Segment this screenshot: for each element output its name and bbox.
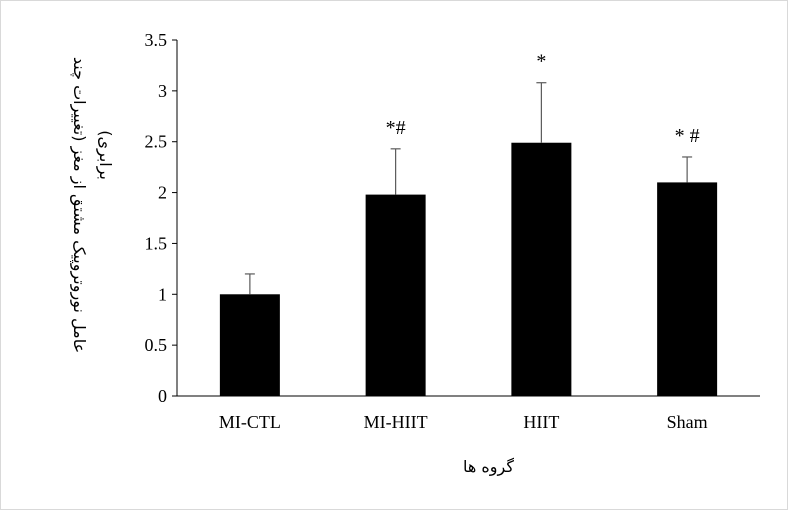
significance-marker: *# [386,117,406,139]
bar [657,182,718,396]
bar-annotations: *# * * # [386,51,700,147]
y-tick-label: 0 [158,386,167,406]
y-tick-label: 1 [158,284,167,304]
significance-marker: * # [675,125,700,147]
x-axis-title: گروه ها [463,457,514,477]
y-tick-label: 1.5 [145,233,168,253]
y-axis-ticks: 0 0.5 1 1.5 2 2.5 3 3.5 [145,30,177,406]
x-category-label: MI-HIIT [364,412,428,432]
bars [219,142,718,396]
bar [511,142,572,396]
bar [365,194,426,396]
x-category-label: MI-CTL [219,412,281,432]
y-tick-label: 3.5 [145,30,168,50]
y-axis-title: عامل نوروتروپیک مشتق از مغز (تغییرات چند… [69,57,115,353]
significance-marker: * [536,51,546,73]
bar [219,294,280,396]
y-tick-label: 3 [158,81,167,101]
y-tick-label: 2 [158,183,167,203]
x-axis-categories: MI-CTL MI-HIIT HIIT Sham [219,412,708,432]
x-category-label: HIIT [523,412,559,432]
x-category-label: Sham [667,412,708,432]
y-axis-title-line: عامل نوروتروپیک مشتق از مغز (تغییرات چند [69,57,89,353]
y-axis-title-line: برابری) [95,130,115,180]
y-tick-label: 2.5 [145,132,168,152]
error-bars [244,82,693,295]
y-tick-label: 0.5 [145,335,168,355]
